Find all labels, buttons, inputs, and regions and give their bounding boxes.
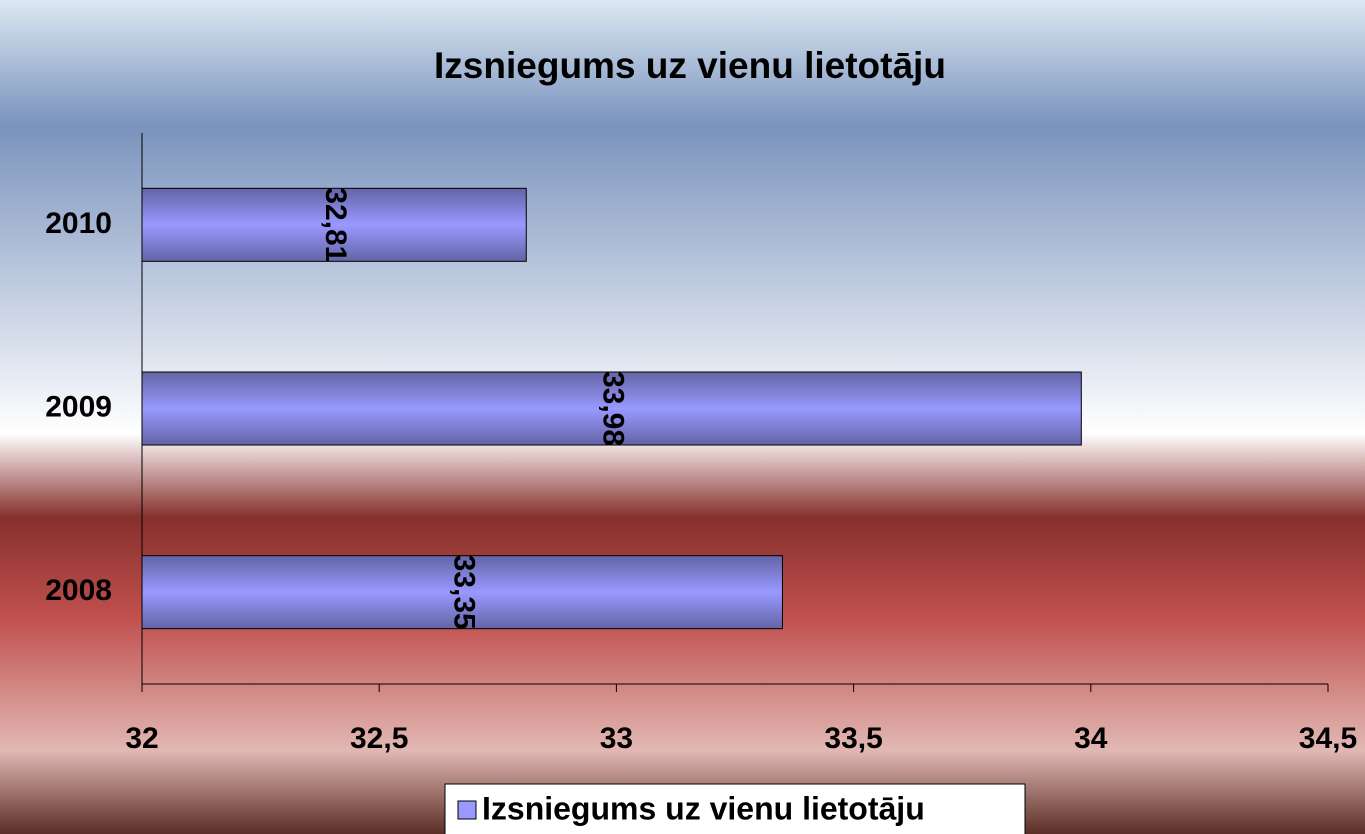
x-tick-label: 34: [1074, 722, 1108, 755]
legend: [444, 783, 1026, 834]
legend-label: Izsniegums uz vienu lietotāju: [482, 790, 925, 826]
legend-swatch: [457, 800, 477, 820]
y-tick-label: 2008: [45, 574, 112, 607]
x-tick-label: 32: [125, 722, 158, 755]
data-label: 33,98: [597, 371, 630, 446]
chart-title: Izsniegums uz vienu lietotāju: [434, 45, 946, 86]
bar-shade: [142, 555, 783, 629]
y-tick-label: 2010: [45, 207, 112, 240]
x-tick-label: 33: [600, 722, 633, 755]
bar-shade: [142, 372, 1082, 445]
x-tick-label: 32,5: [350, 722, 408, 755]
y-tick-label: 2009: [45, 390, 112, 423]
data-label: 33,35: [447, 555, 480, 630]
bar-shade: [142, 188, 527, 262]
data-label: 32,81: [319, 187, 352, 262]
x-tick-label: 34,5: [1299, 722, 1357, 755]
x-tick-label: 33,5: [824, 722, 882, 755]
